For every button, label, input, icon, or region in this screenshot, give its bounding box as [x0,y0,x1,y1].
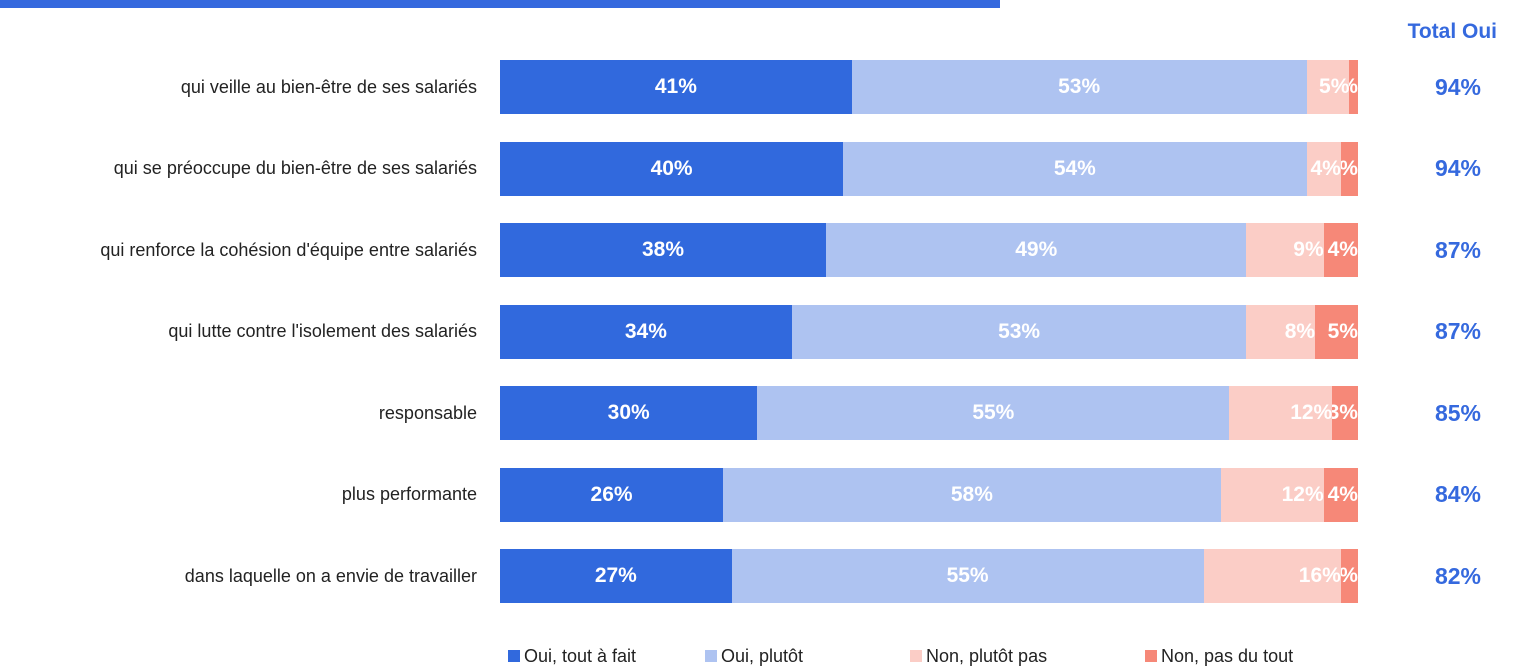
legend-item-oui-tout-a-fait: Oui, tout à fait [508,645,705,667]
bar-segment-non-plutot-pas: 4% [1306,141,1341,196]
legend-item-non-plutot-pas: Non, plutôt pas [910,645,1145,667]
bar-segment-oui-tout-a-fait: 30% [500,386,758,440]
total-oui-value: 87% [1434,236,1481,263]
category-label: plus performante [341,484,477,504]
bar-segment-oui-plutot: 54% [843,141,1307,196]
bar-segment-non-plutot-pas: 9% [1246,223,1324,277]
bar-row-dans-laquelle-on-a-envie-de-travailler: dans laquelle on a envie de travailler 27… [0,549,1513,603]
total-oui-value: 84% [1434,481,1481,507]
total-oui-value: 87% [1434,318,1481,344]
legend-label-oui-plutot: Oui, plutôt [721,645,804,666]
total-oui-value: 82% [1434,562,1481,589]
legend: Oui, tout à fait Oui, plutôt Non, plutôt… [508,645,1293,667]
bar-segment-non-plutot-pas: 8% [1246,304,1316,359]
bar-segment-non-plutot-pas: 5% [1306,60,1350,114]
category-label: qui veille au bien-être de ses salariés [180,76,477,97]
bar-segment-oui-tout-a-fait: 40% [500,141,844,196]
legend-swatch-non-plutot-pas [910,650,922,662]
legend-item-oui-plutot: Oui, plutôt [705,645,910,667]
bar-segment-non-plutot-pas: 12% [1220,467,1324,522]
bar-row-qui-renforce-la-cohesion-d-equipe-entre-salaries: qui renforce la cohésion d'équipe entre … [0,223,1513,277]
bar-row-qui-lutte-contre-l-isolement-des-salaries: qui lutte contre l'isolement des salarié… [0,304,1513,359]
bar-row-plus-performante: plus performante 26% 58% 12% 4% 84% [0,467,1513,522]
bar-row-qui-veille-au-bien-etre-de-ses-salaries: qui veille au bien-être de ses salariés 4… [0,60,1513,114]
bar-segment-non-pas-du-tout: 4% [1323,467,1358,522]
bar-segment-non-plutot-pas: 12% [1229,386,1333,440]
stacked-bar: 30% 55% 12% 3% [500,386,1358,440]
legend-label-oui-tout-a-fait: Oui, tout à fait [524,645,637,666]
legend-swatch-non-pas-du-tout [1145,650,1157,662]
stacked-bar: 26% 58% 12% 4% [500,467,1358,522]
category-label: qui lutte contre l'isolement des salarié… [168,321,477,341]
category-label: dans laquelle on a envie de travailler [184,565,477,586]
legend-label-non-plutot-pas: Non, plutôt pas [926,645,1048,666]
legend-item-non-pas-du-tout: Non, pas du tout [1145,645,1293,667]
top-accent-rule [0,0,1000,8]
bar-segment-oui-plutot: 58% [723,467,1221,522]
stacked-bar: 34% 53% 8% 5% [500,304,1358,359]
bar-segment-oui-plutot: 55% [731,549,1204,603]
bar-segment-oui-tout-a-fait: 26% [500,467,724,522]
bar-segment-non-pas-du-tout: 3% [1332,386,1358,440]
bar-segment-non-pas-du-tout: 4% [1323,223,1358,277]
legend-label-non-pas-du-tout: Non, pas du tout [1161,645,1294,666]
bar-segment-oui-plutot: 55% [757,386,1230,440]
bar-segment-non-pas-du-tout: 5% [1315,304,1358,359]
bar-segment-oui-plutot: 53% [851,60,1307,114]
bar-segment-non-pas-du-tout: 1% [1349,60,1358,114]
stacked-bar: 41%53%5%1% [500,60,1358,114]
bar-segment-non-plutot-pas: 16% [1203,549,1341,603]
category-label: qui renforce la cohésion d'équipe entre … [100,239,477,260]
bar-segment-oui-plutot: 53% [791,304,1247,359]
bar-row-responsable: responsable 30% 55% 12% 3% 85% [0,386,1513,440]
total-oui-value: 94% [1434,155,1481,181]
bar-segment-non-pas-du-tout: 2% [1340,141,1358,196]
legend-swatch-oui-tout-a-fait [508,650,520,662]
category-label: responsable [378,402,477,423]
stacked-bar: 40%54%4%2% [500,141,1358,196]
legend-swatch-oui-plutot [705,650,717,662]
bar-segment-oui-tout-a-fait: 41% [500,60,852,114]
bar-segment-oui-tout-a-fait: 34% [500,304,792,359]
total-oui-value: 85% [1434,399,1481,426]
total-oui-header: Total Oui [1407,20,1497,43]
stacked-bar: 38% 49% 9% 4% [500,223,1358,277]
bar-row-qui-se-preoccupe-du-bien-etre-de-ses-salaries: qui se préoccupe du bien-être de ses sal… [0,141,1513,196]
bar-segment-non-pas-du-tout: 2% [1340,549,1358,603]
category-label: qui se préoccupe du bien-être de ses sal… [113,158,477,178]
bar-segment-oui-plutot: 49% [826,223,1247,277]
total-oui-value: 94% [1434,73,1481,100]
bar-segment-oui-tout-a-fait: 27% [500,549,732,603]
stacked-bar: 27%55%16%2% [500,549,1358,603]
bar-segment-oui-tout-a-fait: 38% [500,223,827,277]
